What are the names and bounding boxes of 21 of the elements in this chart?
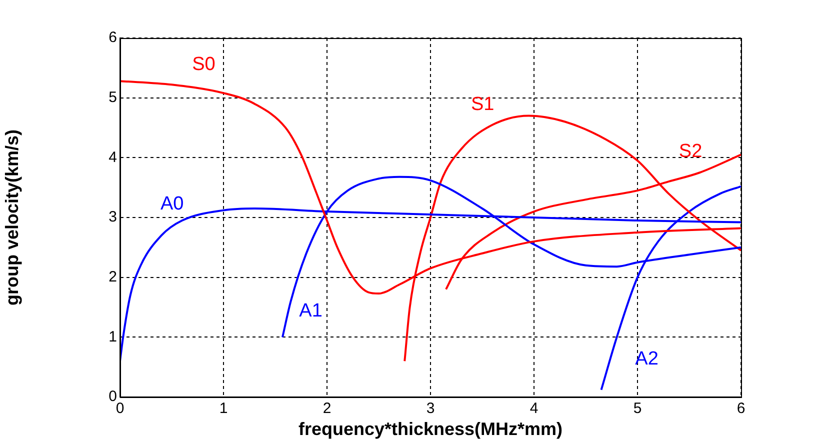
series-label: A0 [160, 194, 184, 215]
x-tick-label: 4 [530, 400, 538, 418]
x-tick-label: 1 [219, 400, 228, 418]
series-label: A2 [635, 348, 658, 370]
y-tick-label: 6 [108, 29, 117, 46]
x-tick-label: 3 [426, 400, 435, 418]
series-label: S2 [678, 140, 702, 162]
y-tick-label: 4 [108, 148, 117, 166]
y-tick-label: 1 [108, 328, 117, 346]
y-axis-title: group velocity(km/s) [2, 129, 22, 306]
series-label: S1 [470, 94, 494, 115]
series-label: A1 [299, 300, 322, 322]
y-tick-label: 5 [108, 88, 117, 106]
x-tick-label: 5 [633, 400, 642, 418]
y-tick-label: 3 [108, 208, 117, 226]
y-tick-label: 0 [108, 388, 117, 406]
x-tick-label: 6 [736, 400, 746, 418]
y-tick-label: 2 [108, 268, 117, 286]
x-axis-title: frequency*thickness(MHz*mm) [298, 419, 563, 440]
series-label: S0 [192, 54, 216, 75]
x-tick-label: 2 [322, 400, 332, 418]
